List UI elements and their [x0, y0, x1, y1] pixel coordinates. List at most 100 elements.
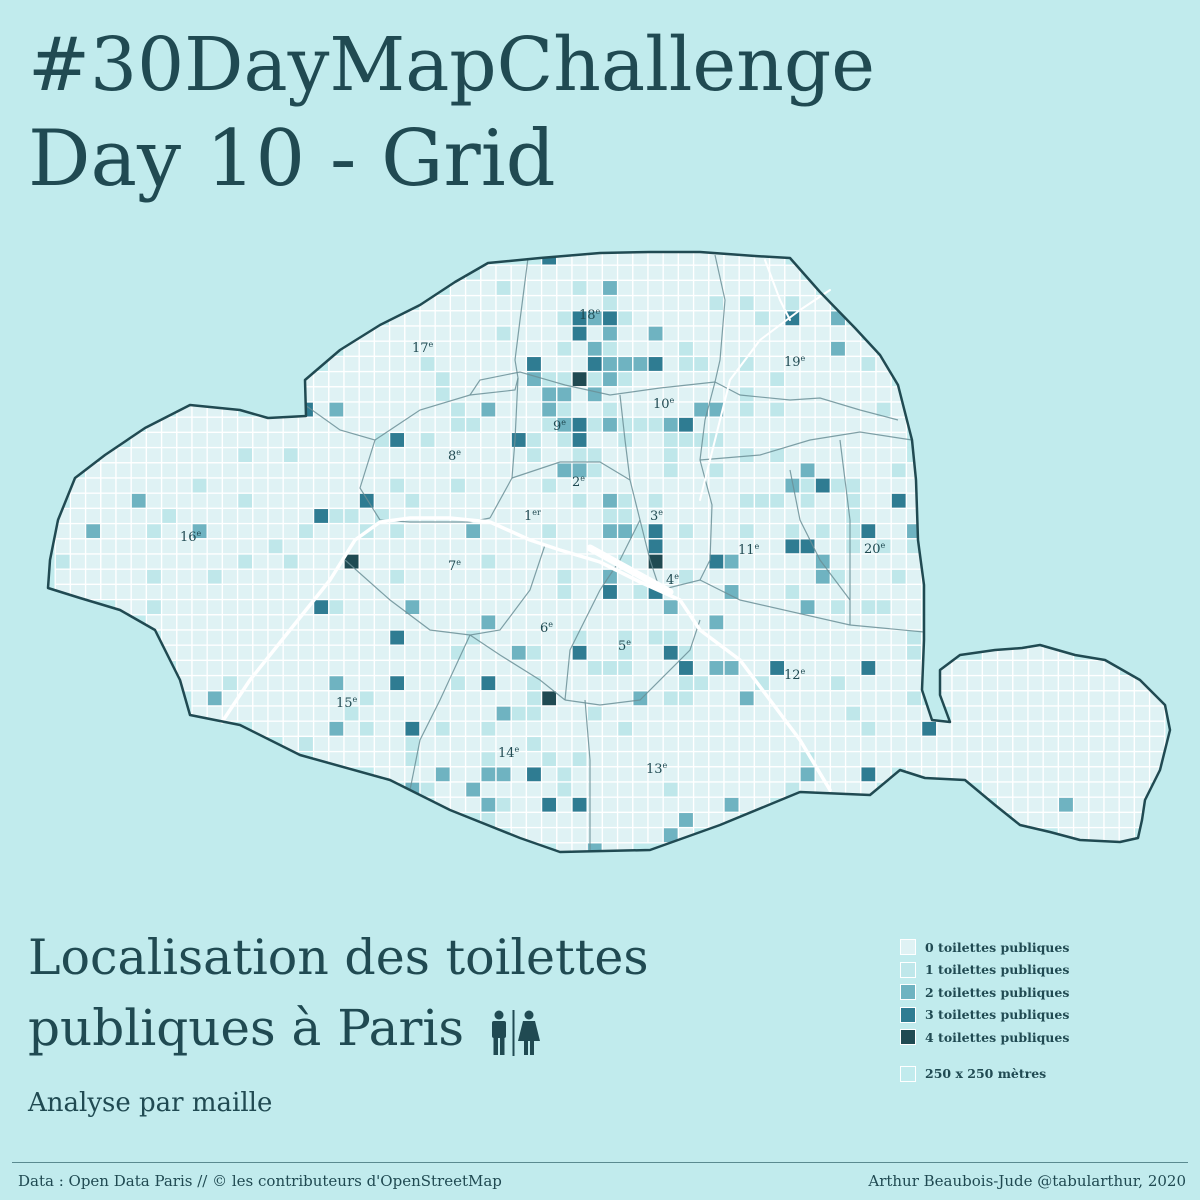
grid-cell: [875, 720, 892, 738]
grid-cell: [267, 674, 284, 692]
grid-cell: [206, 629, 224, 646]
grid-cell: [829, 370, 847, 388]
grid-cell: [784, 553, 801, 570]
arrondissement-suffix: e: [456, 558, 461, 567]
grid-cell: [343, 735, 360, 753]
grid-cell: [1042, 811, 1060, 829]
grid-cell: [799, 766, 816, 783]
grid-cell: [616, 416, 634, 434]
grid-cell: [1148, 735, 1166, 753]
grid-cell: [677, 766, 695, 783]
grid-cell: [890, 659, 908, 677]
grid-cell: [844, 538, 862, 555]
grid-cell: [920, 735, 938, 753]
grid-cell: [1027, 811, 1044, 829]
arrondissement-label: 6e: [540, 620, 553, 636]
grid-cell: [601, 750, 619, 768]
grid-cell: [708, 614, 725, 631]
grid-cell: [373, 598, 391, 616]
grid-cell: [373, 492, 391, 510]
grid-cell: [1012, 659, 1029, 677]
grid-cell: [905, 644, 923, 662]
grid-cell: [312, 644, 330, 662]
grid-cell: [662, 279, 680, 297]
grid-cell: [525, 446, 543, 464]
grid-cell: [343, 659, 360, 677]
grid-cell: [388, 431, 406, 449]
grid-cell: [525, 644, 543, 662]
grid-cell: [358, 340, 376, 358]
grid-cell: [662, 522, 680, 540]
grid-cell: [647, 811, 664, 829]
grid-cell: [753, 416, 771, 434]
grid-cell: [829, 553, 847, 570]
grid-cell: [373, 401, 391, 418]
grid-cell: [130, 492, 148, 510]
grid-cell: [632, 370, 649, 388]
grid-cell: [404, 690, 421, 707]
grid-cell: [373, 629, 391, 646]
grid-cell: [312, 659, 330, 677]
legend-label: 3 toilettes publiques: [925, 1007, 1070, 1023]
grid-cell: [738, 310, 756, 327]
grid-cell: [206, 431, 224, 449]
grid-cell: [692, 735, 710, 753]
grid-cell: [601, 477, 619, 494]
grid-cell: [1072, 811, 1090, 829]
grid-cell: [525, 811, 543, 829]
grid-cell: [236, 568, 254, 586]
grid-cell: [647, 522, 664, 540]
grid-cell: [860, 644, 877, 662]
grid-cell: [510, 340, 528, 358]
grid-cell: [753, 705, 771, 722]
grid-cell: [449, 310, 467, 327]
grid-cell: [540, 446, 558, 464]
grid-cell: [905, 614, 923, 631]
grid-cell: [677, 750, 695, 768]
grid-cell: [875, 674, 892, 692]
grid-cell: [784, 690, 801, 707]
grid-cell: [480, 401, 497, 418]
grid-cell: [495, 705, 512, 722]
grid-cell: [510, 614, 528, 631]
grid-cell: [556, 614, 573, 631]
grid-cell: [495, 583, 512, 601]
arrondissement-label: 14e: [498, 745, 520, 761]
grid-cell: [145, 462, 163, 479]
grid-cell: [358, 370, 376, 388]
grid-cell: [647, 279, 664, 297]
grid-cell: [738, 252, 756, 266]
grid-cell: [69, 492, 87, 510]
grid-cell: [890, 522, 908, 540]
grid-cell: [343, 598, 360, 616]
arrondissement-number: 1: [524, 509, 532, 524]
grid-cell: [206, 462, 224, 479]
grid-cell: [768, 750, 786, 768]
grid-cell: [662, 553, 680, 570]
grid-cell: [404, 522, 421, 540]
grid-cell: [1057, 766, 1075, 783]
grid-cell: [799, 781, 816, 798]
grid-cell: [1118, 705, 1136, 722]
grid-cell: [252, 705, 269, 722]
grid-cell: [708, 750, 725, 768]
grid-cell: [875, 583, 892, 601]
grid-cell: [373, 659, 391, 677]
grid-cell: [556, 720, 573, 738]
grid-cell: [464, 310, 482, 327]
grid-cell: [464, 614, 482, 631]
grid-cell: [495, 781, 512, 798]
grid-cell: [464, 492, 482, 510]
grid-cell: [373, 690, 391, 707]
grid-cell: [647, 370, 664, 388]
grid-cell: [480, 279, 497, 297]
grid-cell: [753, 614, 771, 631]
arrondissement-suffix: er: [532, 508, 541, 517]
grid-cell: [738, 386, 756, 403]
grid-cell: [556, 386, 573, 403]
grid-cell: [525, 522, 543, 540]
grid-cell: [388, 538, 406, 555]
grid-cell: [556, 310, 573, 327]
grid-cell: [434, 431, 452, 449]
grid-cell: [419, 750, 436, 768]
